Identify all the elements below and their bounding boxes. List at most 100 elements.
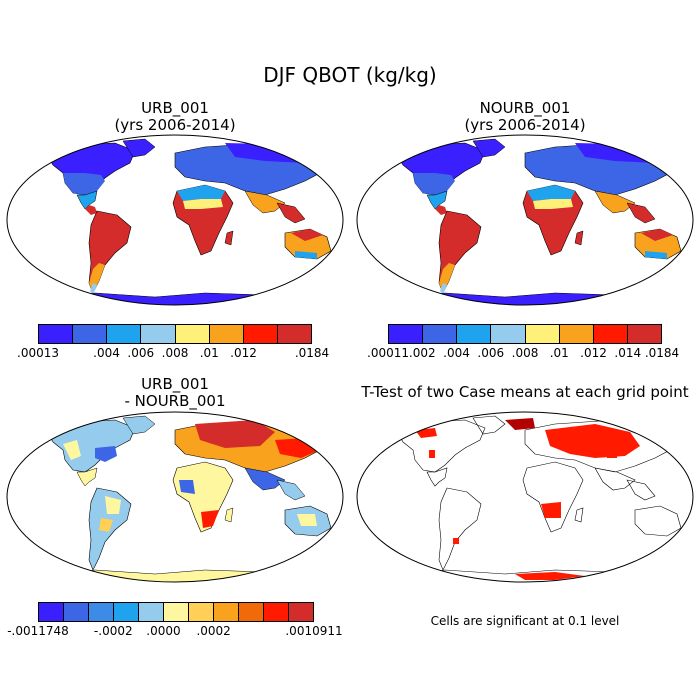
significance-region-antarctica xyxy=(515,572,585,580)
panel-diff-title-line2: - NOURB_001 xyxy=(124,392,226,410)
landmass-greenland xyxy=(472,138,506,158)
colorbar-swatch xyxy=(389,325,424,343)
colorbar-swatch xyxy=(139,603,164,621)
landmass-australia-patch xyxy=(297,514,317,526)
landmass-north-america-east xyxy=(95,446,117,462)
landmass-north-america-west xyxy=(63,440,81,460)
landmass-antarctica xyxy=(44,292,316,305)
landmass-madagascar xyxy=(574,230,584,246)
colorbar-swatch xyxy=(89,603,114,621)
colorbar-swatch xyxy=(39,603,64,621)
colorbar-swatch xyxy=(214,603,239,621)
colorbar-swatch xyxy=(264,603,289,621)
landmass-south-america-tip xyxy=(90,283,97,295)
colorbar-swatch xyxy=(114,603,139,621)
outline-se-asia xyxy=(626,479,656,501)
colorbar-swatch xyxy=(107,325,142,343)
colorbar-tick-label: .0000 xyxy=(146,624,181,638)
panel-nourb-title-line1: NOURB_001 xyxy=(479,99,571,117)
outline-australia xyxy=(634,505,682,537)
map-nourb xyxy=(356,134,694,306)
landmass-africa-west xyxy=(179,480,195,494)
colorbar-tick-label: .014 xyxy=(614,346,642,360)
colorbar-swatch xyxy=(457,325,492,343)
landmass-south-america-patch2 xyxy=(99,518,113,532)
landmass-north-america-mid xyxy=(413,173,455,195)
landmass-south-asia xyxy=(244,190,286,214)
landmass-central-america xyxy=(76,467,98,487)
landmass-sahara xyxy=(527,185,575,201)
significance-region-africa-south xyxy=(541,502,561,518)
colorbar-swatch xyxy=(423,325,458,343)
colorbar-swatch xyxy=(627,325,661,343)
colorbar-swatch xyxy=(141,325,176,343)
significance-region-se-asia xyxy=(605,450,617,458)
colorbar-swatch xyxy=(243,325,278,343)
significance-region-scandinavia xyxy=(505,418,535,430)
landmass-australia-north xyxy=(291,229,323,241)
outline-madagascar xyxy=(574,507,584,523)
colorbar-tick-label: .006 xyxy=(127,346,155,360)
colorbar-tick-label: -.0002 xyxy=(93,624,133,638)
panel-urb-title: URB_001 (yrs 2006-2014) xyxy=(60,100,290,134)
landmass-se-asia xyxy=(626,202,656,224)
colorbar-tick-label: .01 xyxy=(199,346,219,360)
colorbar-nourb xyxy=(388,324,662,344)
significance-region-south-america xyxy=(453,538,459,544)
landmass-africa-south xyxy=(201,510,219,528)
colorbar-swatch xyxy=(175,325,210,343)
colorbar-tick-label: .00011 xyxy=(367,346,409,360)
colorbar-swatch xyxy=(189,603,214,621)
outline-south-asia xyxy=(594,467,636,491)
landmass-south-asia xyxy=(244,467,286,491)
colorbar-urb-labels: .00013 .004 .006 .008 .01 .012 .0184 xyxy=(0,346,350,362)
landmass-antarctica xyxy=(394,292,666,305)
landmass-central-america xyxy=(426,190,448,210)
colorbar-tick-label: .0010911 xyxy=(285,624,343,638)
landmass-south-america-tip xyxy=(440,283,447,295)
colorbar-swatch xyxy=(209,325,244,343)
landmass-greenland xyxy=(122,138,156,158)
colorbar-tick-label: .004 xyxy=(443,346,470,360)
outline-central-america xyxy=(426,467,448,487)
colorbar-swatch xyxy=(164,603,189,621)
colorbar-swatch xyxy=(277,325,311,343)
landmass-sahel xyxy=(183,199,223,209)
significance-region-north-america xyxy=(415,428,437,438)
map-urb xyxy=(6,134,344,306)
colorbar-tick-label: .0184 xyxy=(644,346,680,360)
landmass-se-asia xyxy=(276,202,306,224)
significance-region-central-america xyxy=(429,450,435,458)
colorbar-swatch xyxy=(491,325,526,343)
colorbar-tick-label: .012 xyxy=(230,346,257,360)
landmass-greenland xyxy=(122,415,156,435)
colorbar-swatch xyxy=(239,603,264,621)
colorbar-swatch xyxy=(73,325,108,343)
landmass-australia-south xyxy=(295,251,317,259)
panel-nourb-title-line2: (yrs 2006-2014) xyxy=(464,116,586,134)
landmass-central-america xyxy=(76,190,98,210)
colorbar-swatch xyxy=(593,325,628,343)
colorbar-tick-label: .008 xyxy=(161,346,189,360)
panel-nourb-title: NOURB_001 (yrs 2006-2014) xyxy=(410,100,640,134)
outline-greenland xyxy=(472,415,506,435)
colorbar-tick-label: -.0011748 xyxy=(7,624,69,638)
landmass-africa xyxy=(172,461,234,533)
landmass-sahel xyxy=(533,199,573,209)
landmass-north-america xyxy=(44,419,136,473)
landmass-north-america-mid xyxy=(63,173,105,195)
colorbar-tick-label: .008 xyxy=(511,346,539,360)
panel-urb-title-line2: (yrs 2006-2014) xyxy=(114,116,236,134)
landmass-central-south xyxy=(85,205,97,215)
colorbar-tick-label: .0002 xyxy=(196,624,231,638)
colorbar-swatch xyxy=(525,325,560,343)
colorbar-swatch xyxy=(64,603,89,621)
map-ttest xyxy=(356,411,694,583)
map-diff xyxy=(6,411,344,583)
landmass-south-asia xyxy=(594,190,636,214)
colorbar-diff-labels: -.0011748 -.0002 .0000 .0002 .0010911 xyxy=(0,624,350,640)
colorbar-diff xyxy=(38,602,314,622)
colorbar-swatch xyxy=(289,603,313,621)
landmass-south-america-patch xyxy=(105,496,121,514)
landmass-madagascar xyxy=(224,230,234,246)
